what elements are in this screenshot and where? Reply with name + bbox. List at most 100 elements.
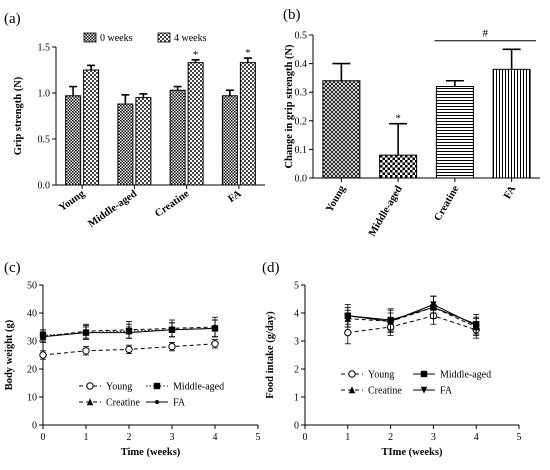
y-tick-label: 40: [27, 309, 37, 320]
legend-label: 4 weeks: [174, 33, 207, 44]
significance-marker: *: [395, 113, 401, 125]
x-tick-label: 4: [474, 432, 479, 443]
legend-marker: [348, 386, 356, 394]
y-tick-label: 10: [27, 393, 37, 404]
y-tick-label: 0.0: [38, 181, 51, 192]
legend-label: Middle-aged: [440, 370, 491, 381]
panel-c: (c) 0 10 20 30 40 50 Body weight (g) 0 1 2 3 4 5 Time…: [4, 260, 261, 458]
x-axis-title: Time (weeks): [121, 447, 181, 458]
data-point: [41, 334, 45, 339]
significance-marker: #: [483, 28, 489, 40]
data-point: [387, 318, 394, 326]
legend-marker: [348, 370, 356, 378]
y-tick-label: 0.5: [295, 31, 308, 42]
data-point: [213, 326, 217, 331]
y-tick-label: 2: [294, 365, 299, 376]
y-tick-label: 1.0: [38, 89, 51, 100]
data-point: [127, 330, 131, 335]
x-tick-label: 0: [41, 432, 46, 443]
series-line: [347, 306, 477, 325]
x-tick-label: 0: [303, 432, 308, 443]
panel-d: (d) 0 1 2 3 4 5 Food intake (g/day) 0 1 2 3 4 5 TIme …: [262, 260, 522, 458]
y-tick-label: 1.5: [38, 43, 51, 54]
panel-a-letter: (a): [4, 11, 21, 27]
category-label: Middle-aged: [367, 184, 405, 239]
bar: [379, 154, 418, 179]
bar: [221, 95, 238, 186]
legend-label: Young: [368, 370, 394, 381]
x-tick-label: 4: [213, 432, 218, 443]
data-point: [168, 342, 176, 351]
data-point: [82, 347, 90, 355]
category-label: Creatine: [433, 184, 462, 223]
bar: [492, 68, 531, 179]
panel-a: (a) 0.0 0.5 1.0 1.5 Grip strength (N) Young Mi…: [4, 11, 265, 230]
y-tick-label: 4: [294, 309, 299, 320]
data-point: [39, 351, 47, 359]
data-point: [211, 340, 219, 348]
bar: [435, 85, 474, 179]
y-tick-label: 0.0: [295, 174, 308, 185]
legend-label: 0 weeks: [100, 33, 133, 44]
y-axis-title: Food intake (g/day): [265, 311, 276, 399]
legend-label: Creatine: [106, 398, 140, 409]
panel-b-letter: (b): [283, 7, 301, 23]
category-label: Middle-aged: [86, 188, 139, 230]
x-tick-label: 5: [256, 432, 261, 443]
y-tick-label: 0.4: [295, 59, 308, 70]
bar: [169, 89, 186, 186]
y-tick-label: 0: [32, 421, 37, 432]
significance-marker: *: [245, 47, 251, 59]
panel-d-letter: (d): [262, 260, 280, 276]
y-tick-label: 50: [27, 281, 37, 292]
y-tick-label: 0.1: [295, 145, 308, 156]
x-tick-label: 1: [345, 432, 350, 443]
legend-label: Young: [106, 382, 132, 393]
bar: [83, 69, 100, 186]
series-line: [347, 315, 477, 334]
x-tick-label: 3: [431, 432, 436, 443]
bar: [65, 95, 82, 186]
legend-label: Middle-aged: [173, 382, 224, 393]
x-tick-label: 3: [170, 432, 175, 443]
x-tick-label: 1: [84, 432, 89, 443]
x-tick-label: 2: [388, 432, 393, 443]
bar: [187, 62, 204, 186]
x-axis-title: TIme (weeks): [382, 447, 443, 458]
panel-c-letter: (c): [4, 260, 21, 276]
series-line: [347, 304, 477, 327]
category-label: FA: [502, 184, 518, 201]
legend-swatch: [83, 32, 97, 43]
legend-marker: [86, 382, 94, 390]
data-point: [125, 345, 133, 354]
data-point: [430, 301, 437, 309]
category-label: Young: [324, 183, 348, 214]
y-tick-label: 0: [294, 421, 299, 432]
legend-marker: [155, 400, 159, 404]
x-tick-label: 2: [127, 432, 132, 443]
y-axis-title: Change in grip strength (N): [284, 44, 295, 169]
category-label: FA: [226, 188, 243, 205]
legend-label: FA: [173, 398, 186, 409]
data-point: [84, 330, 88, 335]
bar: [135, 97, 152, 186]
y-tick-label: 0.3: [295, 88, 308, 99]
legend-label: Creatine: [368, 386, 402, 397]
legend-swatch: [157, 32, 171, 43]
category-label: Young: [57, 188, 87, 214]
x-tick-label: 5: [517, 432, 522, 443]
y-tick-label: 5: [294, 281, 299, 292]
legend-marker: [153, 382, 161, 390]
legend-marker: [86, 398, 94, 406]
data-point: [344, 312, 351, 320]
legend-marker: [420, 370, 428, 378]
y-tick-label: 0.2: [295, 116, 308, 127]
data-point: [170, 327, 174, 332]
y-tick-label: 3: [294, 337, 299, 348]
category-label: Creatine: [153, 188, 191, 220]
y-axis-title: Body weight (g): [4, 319, 15, 390]
y-tick-label: 30: [27, 337, 37, 348]
y-tick-label: 0.5: [38, 135, 51, 146]
